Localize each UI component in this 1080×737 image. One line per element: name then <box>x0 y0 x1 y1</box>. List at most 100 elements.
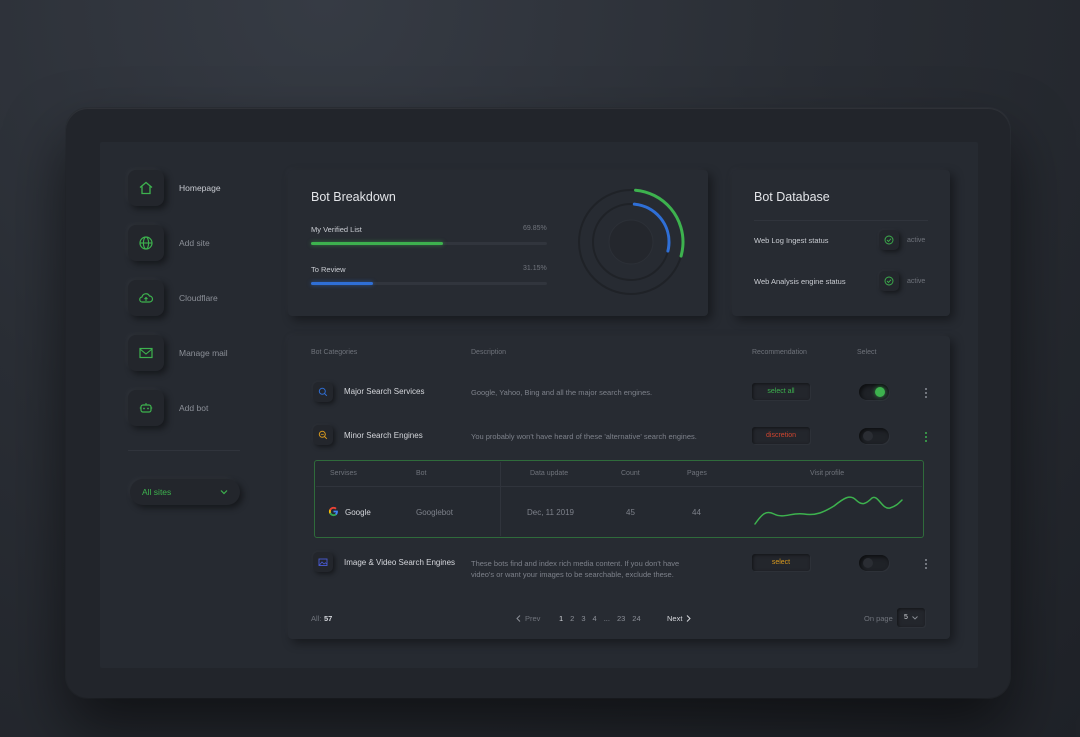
bot-database-divider <box>754 220 928 221</box>
more-options-icon[interactable] <box>923 432 929 442</box>
select-toggle[interactable] <box>859 428 889 444</box>
review-progress-fill <box>311 282 374 285</box>
verified-list-value: 69.85% <box>523 225 547 232</box>
bot-icon <box>128 390 164 426</box>
web-analysis-engine-label: Web Analysis engine status <box>754 277 846 286</box>
sub-header-visit-profile: Visit profile <box>810 470 845 477</box>
sub-header-bot: Bot <box>416 470 427 477</box>
chevron-right-icon <box>687 615 692 622</box>
google-logo-icon <box>328 506 338 517</box>
total-count: 57 <box>324 614 333 623</box>
bot-breakdown-title: Bot Breakdown <box>311 190 396 204</box>
page-number[interactable]: 3 <box>581 614 586 623</box>
cloud-upload-icon <box>128 280 164 316</box>
search-icon <box>313 382 333 402</box>
sub-header-data-update: Data update <box>530 470 569 477</box>
sidebar-item-label: Homepage <box>179 183 221 193</box>
prev-page-label: Prev <box>525 614 541 623</box>
row-description: Google, Yahoo, Bing and all the major se… <box>471 388 653 397</box>
bot-database-panel <box>732 170 950 316</box>
page-number-current[interactable]: 1 <box>559 614 564 623</box>
sidebar-item-label: Add bot <box>179 403 209 413</box>
more-options-icon[interactable] <box>923 559 929 569</box>
sidebar-item-homepage[interactable]: Homepage <box>128 170 221 206</box>
sub-header-count: Count <box>621 470 640 477</box>
header-recommendation: Recommendation <box>752 349 807 356</box>
page-size-value: 5 <box>904 614 908 621</box>
sidebar-item-label: Cloudflare <box>179 293 218 303</box>
bot-name: Googlebot <box>416 508 453 517</box>
bot-breakdown-ring-chart <box>577 188 685 296</box>
sidebar-item-label: Add site <box>179 238 210 248</box>
row-name: Minor Search Engines <box>344 431 423 440</box>
sidebar-item-add-site[interactable]: Add site <box>128 225 210 261</box>
verified-progress-bar <box>311 242 547 245</box>
page-ellipsis: ... <box>603 614 610 623</box>
page-number[interactable]: 24 <box>632 614 641 623</box>
web-analysis-engine-status: active <box>907 278 926 285</box>
row-description-line2: video's or want your images to be search… <box>471 570 674 579</box>
select-toggle[interactable] <box>859 384 889 400</box>
sub-header-services: Servises <box>330 470 357 477</box>
header-description: Description <box>471 349 507 356</box>
count-value: 45 <box>626 508 635 517</box>
globe-icon <box>128 225 164 261</box>
row-name: Major Search Services <box>344 387 425 396</box>
sidebar-item-label: Manage mail <box>179 348 228 358</box>
sub-table-header-divider <box>316 486 922 487</box>
chevron-down-icon <box>912 615 918 620</box>
page-numbers: 1 2 3 4 ... 23 24 <box>559 614 641 623</box>
sites-select[interactable]: All sites <box>130 479 240 505</box>
row-name: Image & Video Search Engines <box>344 558 456 567</box>
home-icon <box>128 170 164 206</box>
next-page-label: Next <box>667 614 683 623</box>
check-circle-icon <box>879 271 899 291</box>
review-progress-bar <box>311 282 547 285</box>
review-ring-arc <box>591 202 671 282</box>
page-number[interactable]: 23 <box>616 614 626 623</box>
search-engine-detail-table <box>314 460 924 538</box>
page-size-select[interactable]: 5 <box>897 608 925 627</box>
verified-ring-arc <box>577 188 685 296</box>
sites-select-value: All sites <box>142 487 172 497</box>
sidebar-item-manage-mail[interactable]: Manage mail <box>128 335 228 371</box>
row-description-line1: These bots find and index rich media con… <box>471 559 680 568</box>
data-update-date: Dec, 11 2019 <box>527 508 574 517</box>
next-page-button[interactable]: Next <box>667 614 692 623</box>
bot-database-title: Bot Database <box>754 190 830 204</box>
page-number[interactable]: 4 <box>592 614 597 623</box>
check-circle-icon <box>879 230 899 250</box>
to-review-value: 31.15% <box>523 265 547 272</box>
chevron-down-icon <box>220 490 228 495</box>
on-page-label: On page <box>864 614 893 623</box>
prev-page-button[interactable]: Prev <box>516 614 540 623</box>
verified-list-label: My Verified List <box>311 225 362 234</box>
toggle-knob <box>875 387 885 397</box>
row-description: You probably won't have heard of these '… <box>471 432 697 441</box>
sub-table-divider <box>500 462 501 536</box>
header-select: Select <box>857 349 877 356</box>
pages-value: 44 <box>692 508 701 517</box>
web-log-ingest-label: Web Log Ingest status <box>754 236 829 245</box>
visit-profile-sparkline[interactable] <box>752 488 906 528</box>
search-icon <box>313 425 333 445</box>
chevron-left-icon <box>516 615 521 622</box>
service-name: Google <box>345 508 371 517</box>
more-options-icon[interactable] <box>923 388 929 398</box>
toggle-knob <box>863 558 873 568</box>
page-number[interactable]: 2 <box>570 614 575 623</box>
header-bot-categories: Bot Categories <box>311 349 358 356</box>
to-review-label: To Review <box>311 265 346 274</box>
sidebar-item-add-bot[interactable]: Add bot <box>128 390 208 426</box>
mail-icon <box>128 335 164 371</box>
sidebar-divider <box>128 450 240 451</box>
verified-progress-fill <box>311 242 443 245</box>
recommendation-badge[interactable]: discretion <box>752 427 810 444</box>
recommendation-badge[interactable]: select all <box>752 383 810 400</box>
image-icon <box>313 552 333 572</box>
recommendation-badge[interactable]: select <box>752 554 810 571</box>
total-label: All: <box>311 614 322 623</box>
sidebar-item-cloudflare[interactable]: Cloudflare <box>128 280 218 316</box>
select-toggle[interactable] <box>859 555 889 571</box>
web-log-ingest-status: active <box>907 237 926 244</box>
